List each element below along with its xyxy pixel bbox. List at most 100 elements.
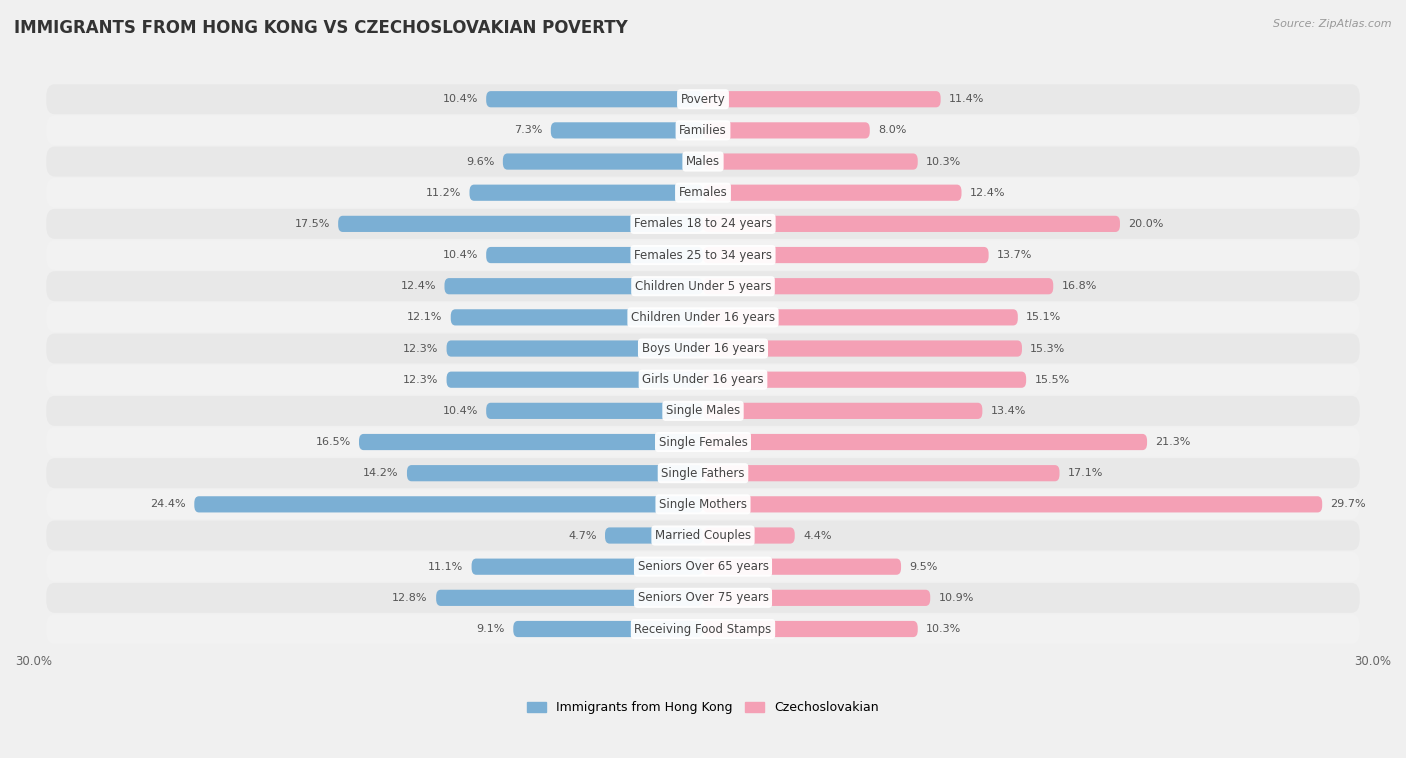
Text: 17.1%: 17.1% <box>1067 468 1104 478</box>
FancyBboxPatch shape <box>703 278 1053 294</box>
FancyBboxPatch shape <box>703 247 988 263</box>
Text: 21.3%: 21.3% <box>1156 437 1191 447</box>
FancyBboxPatch shape <box>359 434 703 450</box>
Text: 11.2%: 11.2% <box>426 188 461 198</box>
Text: 15.1%: 15.1% <box>1026 312 1062 322</box>
FancyBboxPatch shape <box>447 371 703 388</box>
Text: 8.0%: 8.0% <box>879 125 907 136</box>
FancyBboxPatch shape <box>703 465 1060 481</box>
Text: Males: Males <box>686 155 720 168</box>
FancyBboxPatch shape <box>46 271 1360 301</box>
Text: IMMIGRANTS FROM HONG KONG VS CZECHOSLOVAKIAN POVERTY: IMMIGRANTS FROM HONG KONG VS CZECHOSLOVA… <box>14 19 628 37</box>
Text: Females 25 to 34 years: Females 25 to 34 years <box>634 249 772 262</box>
FancyBboxPatch shape <box>551 122 703 139</box>
Text: 10.4%: 10.4% <box>443 94 478 104</box>
Text: Families: Families <box>679 124 727 137</box>
Text: Seniors Over 65 years: Seniors Over 65 years <box>637 560 769 573</box>
FancyBboxPatch shape <box>513 621 703 637</box>
FancyBboxPatch shape <box>503 153 703 170</box>
Text: Children Under 16 years: Children Under 16 years <box>631 311 775 324</box>
Text: 16.5%: 16.5% <box>315 437 350 447</box>
Text: 12.3%: 12.3% <box>404 343 439 353</box>
Text: 10.9%: 10.9% <box>939 593 974 603</box>
Text: 30.0%: 30.0% <box>15 655 52 669</box>
Text: 12.1%: 12.1% <box>406 312 443 322</box>
FancyBboxPatch shape <box>46 84 1360 114</box>
Text: 17.5%: 17.5% <box>294 219 330 229</box>
FancyBboxPatch shape <box>486 91 703 108</box>
Text: 12.4%: 12.4% <box>970 188 1005 198</box>
FancyBboxPatch shape <box>703 371 1026 388</box>
FancyBboxPatch shape <box>703 590 931 606</box>
Text: 10.4%: 10.4% <box>443 250 478 260</box>
FancyBboxPatch shape <box>703 402 983 419</box>
Text: 10.3%: 10.3% <box>927 624 962 634</box>
FancyBboxPatch shape <box>486 402 703 419</box>
FancyBboxPatch shape <box>46 302 1360 332</box>
Text: 24.4%: 24.4% <box>150 500 186 509</box>
FancyBboxPatch shape <box>46 146 1360 177</box>
FancyBboxPatch shape <box>703 91 941 108</box>
FancyBboxPatch shape <box>703 122 870 139</box>
FancyBboxPatch shape <box>46 552 1360 581</box>
FancyBboxPatch shape <box>703 185 962 201</box>
Text: 9.6%: 9.6% <box>467 157 495 167</box>
Legend: Immigrants from Hong Kong, Czechoslovakian: Immigrants from Hong Kong, Czechoslovaki… <box>527 701 879 714</box>
Text: 11.1%: 11.1% <box>427 562 463 572</box>
Text: 20.0%: 20.0% <box>1128 219 1164 229</box>
FancyBboxPatch shape <box>703 528 794 543</box>
Text: Single Mothers: Single Mothers <box>659 498 747 511</box>
Text: 13.4%: 13.4% <box>991 406 1026 416</box>
Text: Children Under 5 years: Children Under 5 years <box>634 280 772 293</box>
Text: Married Couples: Married Couples <box>655 529 751 542</box>
FancyBboxPatch shape <box>703 434 1147 450</box>
Text: 15.3%: 15.3% <box>1031 343 1066 353</box>
FancyBboxPatch shape <box>46 365 1360 395</box>
Text: Females: Females <box>679 186 727 199</box>
FancyBboxPatch shape <box>194 496 703 512</box>
FancyBboxPatch shape <box>447 340 703 356</box>
FancyBboxPatch shape <box>451 309 703 325</box>
Text: Single Males: Single Males <box>666 404 740 418</box>
Text: 4.7%: 4.7% <box>568 531 596 540</box>
FancyBboxPatch shape <box>436 590 703 606</box>
FancyBboxPatch shape <box>46 334 1360 364</box>
FancyBboxPatch shape <box>470 185 703 201</box>
FancyBboxPatch shape <box>46 490 1360 519</box>
FancyBboxPatch shape <box>46 614 1360 644</box>
Text: Single Fathers: Single Fathers <box>661 467 745 480</box>
Text: 10.3%: 10.3% <box>927 157 962 167</box>
FancyBboxPatch shape <box>46 521 1360 550</box>
FancyBboxPatch shape <box>46 178 1360 208</box>
FancyBboxPatch shape <box>486 247 703 263</box>
Text: Source: ZipAtlas.com: Source: ZipAtlas.com <box>1274 19 1392 29</box>
Text: Girls Under 16 years: Girls Under 16 years <box>643 373 763 386</box>
Text: 30.0%: 30.0% <box>1354 655 1391 669</box>
Text: 11.4%: 11.4% <box>949 94 984 104</box>
Text: 7.3%: 7.3% <box>515 125 543 136</box>
FancyBboxPatch shape <box>703 621 918 637</box>
Text: 13.7%: 13.7% <box>997 250 1032 260</box>
Text: 9.5%: 9.5% <box>910 562 938 572</box>
Text: Receiving Food Stamps: Receiving Food Stamps <box>634 622 772 635</box>
FancyBboxPatch shape <box>703 340 1022 356</box>
FancyBboxPatch shape <box>703 153 918 170</box>
Text: 14.2%: 14.2% <box>363 468 399 478</box>
FancyBboxPatch shape <box>703 496 1322 512</box>
FancyBboxPatch shape <box>471 559 703 575</box>
Text: 12.3%: 12.3% <box>404 374 439 385</box>
Text: 12.8%: 12.8% <box>392 593 427 603</box>
Text: 15.5%: 15.5% <box>1035 374 1070 385</box>
FancyBboxPatch shape <box>703 559 901 575</box>
Text: 4.4%: 4.4% <box>803 531 831 540</box>
FancyBboxPatch shape <box>46 583 1360 612</box>
Text: Females 18 to 24 years: Females 18 to 24 years <box>634 218 772 230</box>
FancyBboxPatch shape <box>444 278 703 294</box>
FancyBboxPatch shape <box>46 240 1360 270</box>
FancyBboxPatch shape <box>46 396 1360 426</box>
FancyBboxPatch shape <box>339 216 703 232</box>
FancyBboxPatch shape <box>406 465 703 481</box>
Text: 9.1%: 9.1% <box>477 624 505 634</box>
Text: Single Females: Single Females <box>658 436 748 449</box>
FancyBboxPatch shape <box>605 528 703 543</box>
